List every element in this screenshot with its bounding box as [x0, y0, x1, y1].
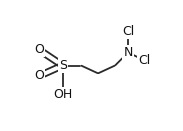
Text: OH: OH	[53, 88, 72, 101]
Text: Cl: Cl	[138, 54, 150, 67]
Text: N: N	[124, 46, 133, 59]
Text: O: O	[34, 69, 44, 83]
Text: Cl: Cl	[122, 25, 134, 38]
Text: S: S	[59, 59, 67, 72]
Text: O: O	[34, 43, 44, 56]
